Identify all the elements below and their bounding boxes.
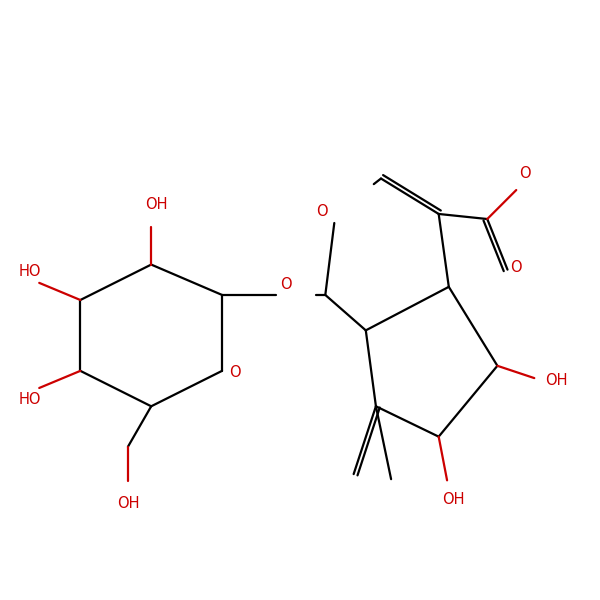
Text: O: O xyxy=(316,205,328,220)
Text: HO: HO xyxy=(19,264,41,279)
Text: OH: OH xyxy=(116,496,139,511)
Text: O: O xyxy=(510,260,521,275)
Text: OH: OH xyxy=(545,373,568,388)
Text: O: O xyxy=(519,166,530,181)
Text: HO: HO xyxy=(19,392,41,407)
Text: O: O xyxy=(280,277,292,292)
Text: OH: OH xyxy=(145,197,167,212)
Text: OH: OH xyxy=(443,492,465,507)
Text: O: O xyxy=(229,365,241,380)
